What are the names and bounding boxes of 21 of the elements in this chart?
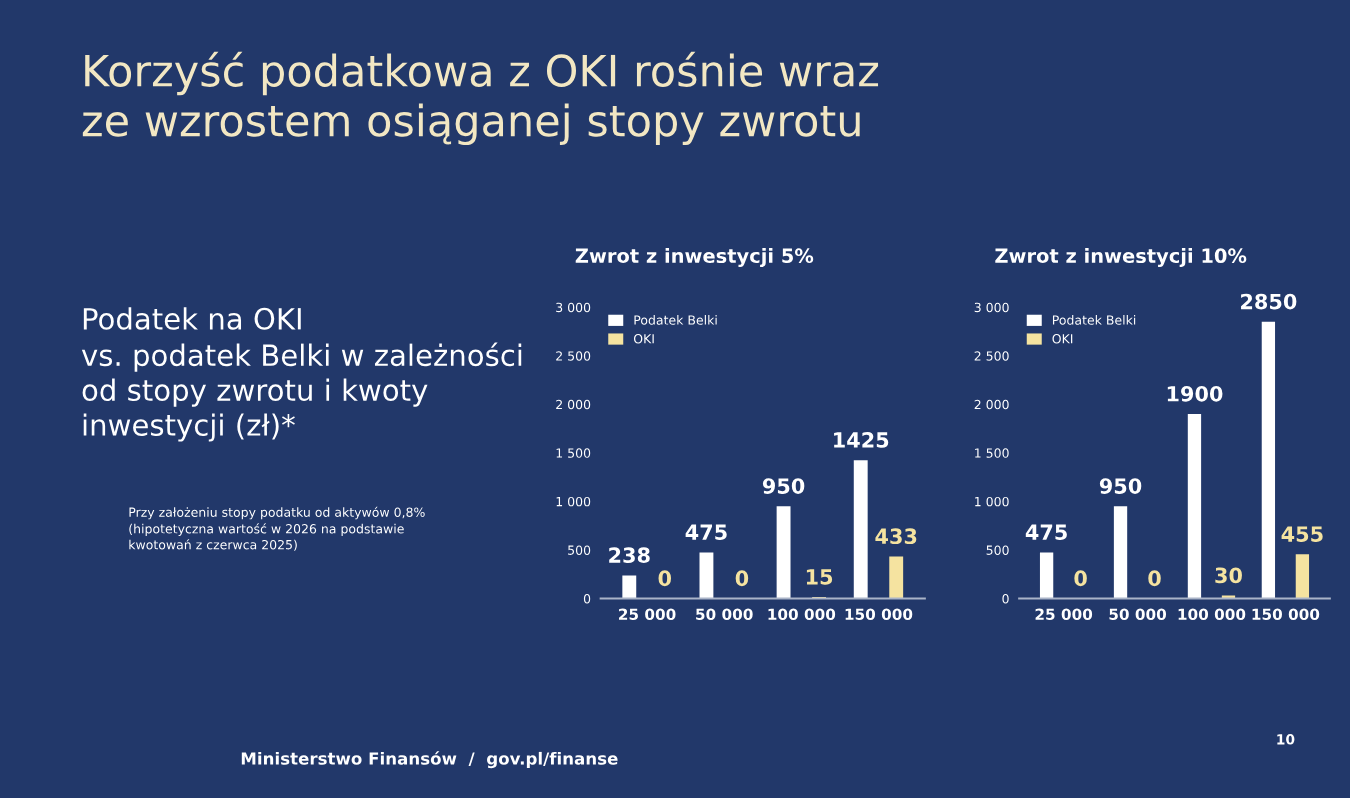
data-label: 475 (685, 524, 727, 541)
data-label: 455 (1281, 526, 1323, 542)
data-label: 0 (1148, 570, 1161, 587)
data-label: 950 (1099, 478, 1142, 494)
data-label: 1425 (834, 432, 889, 448)
data-label: 1900 (1167, 385, 1223, 402)
data-label: 475 (1025, 524, 1067, 541)
data-label: 15 (806, 569, 833, 585)
text: Korzyść podatkowa z OKI rośnie wraz ze wzrostem osiąganej stopy zwrotu (82, 51, 879, 146)
chart-title: Zwrot z inwestycji 10% (995, 248, 1247, 267)
text: Podatek na OKI vs. podatek Belki w zależności od stopy zwrotu i kwoty inwestycji (zł)* (81, 307, 522, 442)
chart-title: Zwrot z inwestycji 5% (575, 248, 814, 267)
data-label: 2850 (1241, 293, 1297, 310)
data-label: 30 (1215, 567, 1242, 584)
data-label: 238 (609, 547, 650, 564)
data-label: 433 (875, 528, 917, 545)
data-label: 0 (1074, 570, 1087, 587)
data-label: 0 (658, 570, 672, 587)
data-label: 0 (735, 570, 749, 587)
text: Ministerstwo Finansów / gov.pl/finanse (241, 751, 618, 769)
data-label: 950 (762, 478, 805, 494)
